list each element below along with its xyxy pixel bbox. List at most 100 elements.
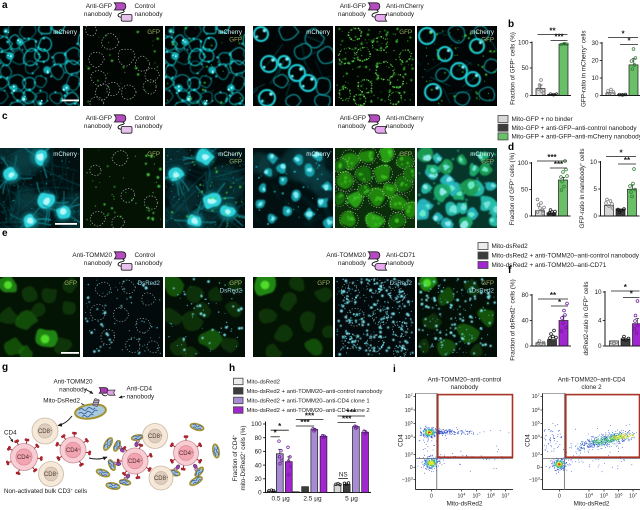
svg-text:Mito-dsRed2 + anti-TOMM20–anti: Mito-dsRed2 + anti-TOMM20–anti-control n…: [247, 389, 383, 395]
svg-text:Mito-dsRed2 + anti-TOMM20–anti: Mito-dsRed2 + anti-TOMM20–anti-CD71: [492, 262, 607, 269]
svg-text:0: 0: [524, 213, 528, 220]
svg-text:NS: NS: [339, 472, 348, 479]
svg-text:CD4+: CD4+: [179, 450, 193, 457]
svg-text:Mito-DsRed2: Mito-DsRed2: [43, 398, 80, 405]
svg-text:106: 106: [532, 407, 540, 414]
svg-text:104: 104: [458, 493, 466, 500]
svg-text:*: *: [621, 29, 625, 38]
svg-text:Fraction of GFP+​ cells (%): Fraction of GFP+​ cells (%): [508, 153, 516, 226]
svg-text:Mito-dsRed2 + anti-TOMM20–anti: Mito-dsRed2 + anti-TOMM20–anti-control n…: [492, 253, 640, 260]
svg-text:105: 105: [600, 493, 608, 500]
svg-text:103: 103: [532, 451, 540, 458]
svg-text:*: *: [278, 422, 282, 431]
svg-text:CD8+: CD8+: [154, 475, 168, 482]
svg-text:dsRed2-ratio in GFP+​ cells: dsRed2-ratio in GFP+​ cells: [582, 281, 590, 355]
svg-text:Mito-dsRed2: Mito-dsRed2: [447, 501, 483, 508]
svg-text:CD4+: CD4+: [128, 458, 142, 465]
svg-text:***: ***: [554, 160, 564, 169]
svg-text:**: **: [550, 291, 557, 300]
svg-text:Anti-CD4: Anti-CD4: [127, 386, 153, 393]
svg-text:Fraction of CD4+​: Fraction of CD4+​: [231, 434, 239, 481]
svg-text:nanobody: nanobody: [59, 387, 88, 394]
svg-text:***: ***: [300, 418, 310, 427]
svg-text:mCherry: mCherry: [218, 29, 243, 36]
svg-text:GFP: GFP: [64, 280, 77, 287]
svg-text:***: ***: [554, 32, 564, 41]
svg-text:105: 105: [532, 420, 540, 427]
svg-text:GFP: GFP: [147, 29, 160, 36]
svg-text:0: 0: [258, 490, 262, 497]
svg-text:GFP: GFP: [229, 280, 242, 287]
svg-text:0: 0: [558, 494, 561, 500]
svg-text:5 µg: 5 µg: [345, 496, 358, 503]
svg-text:GFP: GFP: [399, 151, 412, 158]
svg-text:Anti-TOMM20–anti-control: Anti-TOMM20–anti-control: [428, 377, 502, 384]
svg-text:0: 0: [595, 93, 599, 100]
svg-text:mCherry: mCherry: [470, 151, 495, 158]
svg-text:mCherry: mCherry: [470, 29, 495, 36]
svg-text:5: 5: [593, 186, 597, 193]
svg-text:−103: −103: [529, 476, 540, 483]
svg-text:Mito-GFP + anti-GFP–anti-contr: Mito-GFP + anti-GFP–anti-control nanobod…: [512, 125, 638, 132]
svg-text:0: 0: [537, 465, 540, 471]
svg-text:104: 104: [405, 434, 413, 441]
svg-text:CD4+: CD4+: [17, 454, 31, 461]
svg-text:DsRed2: DsRed2: [220, 288, 243, 295]
svg-text:*: *: [624, 283, 628, 292]
svg-text:mCherry: mCherry: [53, 29, 78, 36]
svg-text:0: 0: [525, 343, 529, 350]
svg-text:100: 100: [518, 40, 529, 47]
svg-text:Mito-dsRed2: Mito-dsRed2: [574, 501, 610, 508]
svg-text:Mito-dsRed2 + anti-TOMM20–anti: Mito-dsRed2 + anti-TOMM20–anti-CD4 clone…: [247, 398, 370, 404]
svg-text:−103: −103: [402, 476, 413, 483]
svg-text:nanobody: nanobody: [127, 394, 156, 401]
svg-text:GFP: GFP: [481, 159, 494, 166]
svg-text:GFP: GFP: [147, 151, 160, 158]
svg-text:10: 10: [594, 289, 602, 296]
svg-text:Anti-TOMM20: Anti-TOMM20: [53, 379, 93, 386]
svg-text:Fraction of GFP+​ cells (%): Fraction of GFP+​ cells (%): [509, 32, 517, 105]
svg-text:0: 0: [593, 213, 597, 220]
svg-text:104: 104: [532, 434, 540, 441]
svg-text:10: 10: [590, 159, 598, 166]
svg-text:20: 20: [255, 476, 263, 483]
svg-text:107: 107: [629, 493, 637, 500]
svg-text:CD4+: CD4+: [66, 447, 80, 454]
svg-text:0: 0: [430, 494, 433, 500]
svg-text:50: 50: [521, 187, 529, 194]
svg-text:CD4: CD4: [525, 434, 532, 447]
svg-text:103: 103: [405, 451, 413, 458]
svg-text:clone 2: clone 2: [581, 384, 602, 391]
svg-text:50: 50: [521, 65, 529, 72]
svg-text:CD8+: CD8+: [44, 471, 58, 478]
svg-text:100: 100: [251, 421, 262, 428]
svg-text:4: 4: [598, 318, 602, 325]
svg-text:mito-DsRed2+ cells (%): mito-DsRed2+ cells (%): [239, 426, 247, 491]
svg-text:GFP: GFP: [229, 37, 242, 44]
svg-text:Fraction of dsRed2+​ cells (%): Fraction of dsRed2+​ cells (%): [509, 279, 517, 360]
svg-text:CD4: CD4: [398, 434, 405, 447]
svg-text:30: 30: [591, 40, 599, 47]
svg-text:*: *: [619, 148, 623, 157]
svg-text:GFP: GFP: [399, 29, 412, 36]
svg-text:GFP: GFP: [481, 37, 494, 44]
svg-text:DsRed2: DsRed2: [138, 280, 161, 287]
svg-text:10: 10: [591, 75, 599, 82]
svg-text:**: **: [624, 156, 631, 165]
svg-text:100: 100: [517, 160, 528, 167]
svg-text:Mito-GFP + no binder: Mito-GFP + no binder: [512, 116, 574, 123]
svg-text:0: 0: [410, 465, 413, 471]
svg-text:GFP-ratio in nanobody+​ cells: GFP-ratio in nanobody+​ cells: [578, 149, 586, 229]
svg-text:105: 105: [473, 493, 481, 500]
svg-text:Mito-dsRed2: Mito-dsRed2: [492, 243, 529, 250]
svg-text:107: 107: [405, 393, 413, 400]
svg-text:mCherry: mCherry: [306, 151, 331, 158]
svg-text:Anti-TOMM20–anti-CD4: Anti-TOMM20–anti-CD4: [558, 377, 626, 384]
svg-text:106: 106: [615, 493, 623, 500]
svg-text:104: 104: [585, 493, 593, 500]
svg-text:0.5 µg: 0.5 µg: [271, 496, 290, 503]
svg-text:107: 107: [502, 493, 510, 500]
svg-text:mCherry: mCherry: [306, 29, 331, 36]
svg-text:106: 106: [405, 407, 413, 414]
svg-text:GFP-ratio in mCherry+​ cells: GFP-ratio in mCherry+​ cells: [580, 31, 588, 107]
